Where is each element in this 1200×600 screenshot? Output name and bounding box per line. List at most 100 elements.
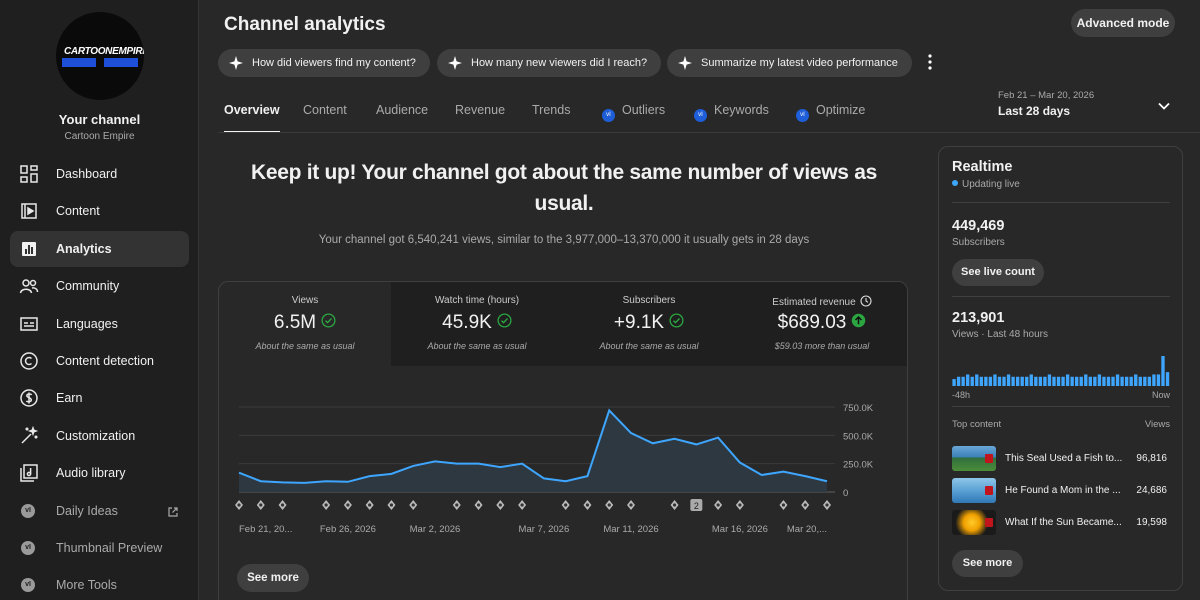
tab-keywords[interactable]: vI Keywords [694,103,769,133]
channel-name: Cartoon Empire [64,131,135,142]
sidebar-item-thumbnail-preview[interactable]: vI Thumbnail Preview [10,530,189,566]
metric-value-text: 45.9K [442,312,492,333]
realtime-bar [1097,374,1102,386]
realtime-bar [1075,376,1079,386]
tab-revenue[interactable]: Revenue [455,103,506,117]
arrow-up-circle-icon [852,313,866,328]
magic-wand-icon [19,425,39,446]
x-tick-label: Mar 16, 2026 [712,524,768,535]
tab-label: Optimize [816,103,866,117]
x-tick-label: Feb 21, 20... [239,524,292,535]
metric-revenue[interactable]: Estimated revenue $689.03 $59.03 more th… [735,282,907,366]
suggestion-chip-new-viewers[interactable]: How many new viewers did I reach? [437,49,662,77]
sidebar-item-customization[interactable]: Customization [10,418,189,454]
date-range-text[interactable]: Feb 21 – Mar 20, 2026 [998,90,1095,101]
tab-label: Outliers [622,103,666,117]
chip-label: How many new viewers did I reach? [471,57,648,69]
x-tick-label: Mar 11, 2026 [603,524,658,535]
upload-marker-dot [368,503,372,507]
sidebar-item-audio-library[interactable]: Audio library [10,455,189,491]
upload-marker-dot [585,503,590,507]
advanced-mode-button[interactable]: Advanced mode [1071,9,1175,37]
realtime-panel: Realtime Updating live 449,469 Subscribe… [938,146,1183,591]
see-more-button[interactable]: See more [237,564,309,592]
realtime-bar [1056,376,1061,386]
tool-badge-icon: vI [21,578,35,593]
upload-marker-dot [738,503,742,507]
dollar-icon [19,388,39,408]
sidebar-item-label: Community [56,279,120,294]
sidebar-item-analytics[interactable]: Analytics [10,230,189,267]
realtime-bar [1070,376,1074,386]
video-title: He Found a Mom in the ... [1005,485,1121,496]
vidiq-badge-icon: vI [602,109,615,122]
realtime-views-count: 213,901 [952,310,1005,326]
sidebar-item-earn[interactable]: Earn [10,380,189,416]
upload-marker-dot [455,503,459,507]
your-channel-label[interactable]: Your channel [58,112,141,127]
tab-outliers[interactable]: vI Outliers [602,103,665,133]
realtime-bar [1020,376,1024,386]
realtime-bar [993,374,997,386]
top-video-row[interactable]: He Found a Mom in the ... 24,686 [952,478,1170,504]
sidebar-item-community[interactable]: Community [10,268,189,304]
views-column-label: Views [1144,419,1170,430]
x-tick-label: Mar 2, 2026 [410,524,461,535]
realtime-views-bars[interactable] [952,352,1170,386]
sidebar-item-label: Content detection [56,353,154,368]
metric-note: $59.03 more than usual [774,341,870,351]
realtime-see-more-button[interactable]: See more [952,550,1023,577]
tab-optimize[interactable]: vI Optimize [796,103,865,133]
metric-subscribers[interactable]: Subscribers +9.1K About the same as usua… [563,282,735,366]
metric-views[interactable]: Views 6.5M About the same as usual [219,282,391,366]
upload-marker-dot [346,503,350,507]
y-tick-label: 0 [843,488,848,499]
metric-watch-time[interactable]: Watch time (hours) 45.9K About the same … [391,282,563,366]
tab-audience[interactable]: Audience [376,103,429,117]
suggestion-chip-summarize[interactable]: Summarize my latest video performance [667,49,912,77]
views-line [238,408,828,484]
tab-content[interactable]: Content [303,103,347,117]
external-link-icon[interactable] [167,505,179,517]
upload-marker-dot [411,503,415,507]
sidebar-item-daily-ideas[interactable]: vI Daily Ideas [10,493,189,529]
sidebar: CARTOONEMPIRE Your channel Cartoon Empir… [0,0,199,600]
chevron-down-icon[interactable] [1156,98,1172,114]
top-video-row[interactable]: This Seal Used a Fish to... 96,816 [952,446,1170,472]
metric-value-text: $689.03 [777,312,847,333]
realtime-bar [997,376,1002,386]
y-tick-label: 500.0K [843,431,874,442]
y-tick-label: 250.0K [843,460,874,471]
see-live-count-button[interactable]: See live count [952,259,1044,286]
video-thumbnail [952,510,996,535]
sidebar-item-content-detection[interactable]: Content detection [10,343,189,379]
realtime-bar [988,376,993,386]
upload-marker-dot [629,503,633,507]
date-range-label[interactable]: Last 28 days [998,104,1071,118]
sidebar-item-more-tools[interactable]: vI More Tools [10,567,189,600]
realtime-bar [1115,374,1120,386]
tab-trends[interactable]: Trends [532,103,571,117]
realtime-bar [1106,376,1111,386]
upload-marker-dot [324,503,328,507]
upload-marker-dot [564,503,568,507]
video-thumbnail [952,446,996,471]
flag-icon [985,486,993,495]
tab-overview[interactable]: Overview [224,103,280,133]
top-video-row[interactable]: What If the Sun Became... 19,598 [952,510,1170,536]
realtime-bar [1079,376,1083,386]
metric-note: About the same as usual [427,341,527,351]
realtime-bar [956,376,961,386]
sidebar-item-dashboard[interactable]: Dashboard [10,156,189,192]
clock-icon [860,295,872,307]
suggestion-chip-traffic[interactable]: How did viewers find my content? [218,49,430,77]
more-options-icon[interactable] [922,52,938,72]
divider [952,296,1170,297]
channel-avatar[interactable]: CARTOONEMPIRE [56,12,144,100]
metric-value: 45.9K [391,312,563,334]
sidebar-item-languages[interactable]: Languages [10,306,189,342]
sidebar-item-content[interactable]: Content [10,193,189,229]
sidebar-item-label: Thumbnail Preview [56,540,163,555]
realtime-bar [1161,356,1165,386]
video-title: This Seal Used a Fish to... [1005,453,1123,464]
